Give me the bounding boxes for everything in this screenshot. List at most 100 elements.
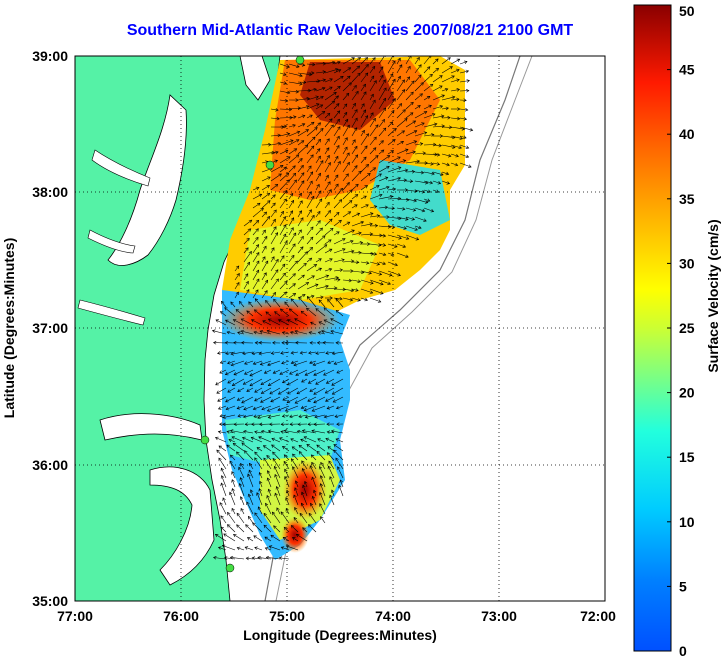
velocity-arrow-head <box>276 116 280 121</box>
velocity-arrow-head <box>248 462 253 467</box>
velocity-arrow-head <box>211 329 216 333</box>
velocity-arrow-head <box>335 406 340 410</box>
velocity-arrow-head <box>324 390 329 394</box>
velocity-arrow <box>279 255 285 263</box>
velocity-arrow <box>335 457 344 470</box>
velocity-arrow <box>306 196 315 209</box>
velocity-arrow <box>231 508 236 515</box>
velocity-arrow <box>333 231 340 236</box>
velocity-arrow-head <box>296 64 300 68</box>
velocity-arrow-head <box>440 172 444 176</box>
velocity-arrow <box>215 437 227 443</box>
velocity-arrow <box>351 109 358 119</box>
velocity-arrow <box>459 108 468 111</box>
velocity-arrow-head <box>327 161 331 166</box>
velocity-arrow-head <box>240 463 244 467</box>
velocity-arrow <box>319 503 326 515</box>
velocity-arrow <box>243 247 249 254</box>
velocity-arrow <box>414 152 426 155</box>
velocity-arrow <box>301 310 308 317</box>
velocity-arrow-head <box>278 556 283 560</box>
velocity-arrow <box>414 74 422 83</box>
velocity-arrow-head <box>256 260 260 264</box>
gridlines <box>75 56 605 601</box>
velocity-arrow-head <box>219 360 224 364</box>
velocity-arrow-head <box>417 105 421 109</box>
velocity-arrow <box>351 127 358 137</box>
lat-tick-labels: 39:00 38:00 37:00 36:00 35:00 <box>32 48 68 609</box>
velocity-arrow <box>252 557 263 560</box>
velocity-arrow <box>237 414 245 417</box>
velocity-arrow <box>279 125 287 128</box>
velocity-arrow-head <box>272 451 276 456</box>
velocity-arrow-head <box>274 184 279 188</box>
velocity-arrow <box>222 497 227 506</box>
velocity-arrow <box>369 147 377 155</box>
velocity-arrow-head <box>419 142 424 146</box>
velocity-arrow-head <box>336 422 340 426</box>
velocity-arrow <box>240 496 245 506</box>
velocity-arrow-head <box>240 329 245 334</box>
velocity-arrow-head <box>466 79 470 83</box>
velocity-arrow-head <box>275 150 279 155</box>
velocity-arrow-head <box>326 406 331 410</box>
velocity-arrow-head <box>235 265 240 270</box>
velocity-arrow <box>315 155 321 164</box>
velocity-arrow <box>267 360 281 366</box>
velocity-arrow <box>221 301 227 308</box>
velocity-arrow <box>261 272 267 281</box>
velocity-arrow <box>378 206 388 209</box>
velocity-arrow-head <box>384 205 389 210</box>
velocity-arrow <box>297 172 305 182</box>
velocity-arrow <box>333 396 344 403</box>
velocity-arrow <box>229 492 236 506</box>
velocity-arrow <box>441 171 449 175</box>
velocity-arrow <box>351 85 357 92</box>
velocity-arrow-head <box>290 139 294 143</box>
velocity-arrow-head <box>231 488 235 492</box>
velocity-arrow-head <box>239 300 243 305</box>
velocity-arrow <box>288 81 303 85</box>
velocity-arrow-head <box>357 298 361 302</box>
velocity-arrow <box>297 115 306 119</box>
velocity-arrow <box>306 80 321 83</box>
velocity-arrow <box>315 351 326 354</box>
velocity-arrow-head <box>238 466 242 471</box>
velocity-arrow-head <box>301 491 305 496</box>
velocity-arrow-head <box>306 296 311 300</box>
velocity-arrow-head <box>317 122 322 126</box>
velocity-arrow-head <box>298 210 302 214</box>
velocity-arrow-head <box>270 398 274 403</box>
velocity-arrow <box>308 378 317 384</box>
velocity-arrow-head <box>236 512 240 517</box>
velocity-arrow <box>333 288 346 290</box>
velocity-arrow-head <box>283 233 287 237</box>
velocity-arrow <box>323 369 335 376</box>
velocity-arrow <box>315 96 324 101</box>
velocity-arrow <box>450 69 460 74</box>
velocity-arrow <box>342 162 350 173</box>
velocity-arrow <box>307 396 317 402</box>
velocity-arrow-head <box>220 311 224 315</box>
lon-tick-label: 77:00 <box>57 608 93 624</box>
velocity-arrow-head <box>354 194 359 198</box>
velocity-arrow-head <box>428 104 432 109</box>
velocity-arrow <box>216 387 227 394</box>
velocity-arrow-head <box>322 340 326 345</box>
velocity-arrow-head <box>465 145 470 149</box>
velocity-arrow <box>342 288 354 292</box>
velocity-arrow-head <box>469 127 474 132</box>
velocity-arrow-head <box>355 288 359 292</box>
velocity-arrow-head <box>412 150 416 155</box>
velocity-arrow <box>459 61 468 65</box>
velocity-arrow-head <box>224 319 229 323</box>
velocity-arrow-head <box>336 145 340 149</box>
velocity-arrow <box>306 180 313 191</box>
velocity-arrow-head <box>311 408 316 412</box>
velocity-arrow-head <box>255 228 259 232</box>
velocity-arrow-head <box>243 407 247 411</box>
velocity-arrow-head <box>290 298 295 302</box>
velocity-arrow-head <box>458 145 462 150</box>
velocity-arrow <box>285 405 299 412</box>
velocity-arrow-head <box>369 222 373 227</box>
